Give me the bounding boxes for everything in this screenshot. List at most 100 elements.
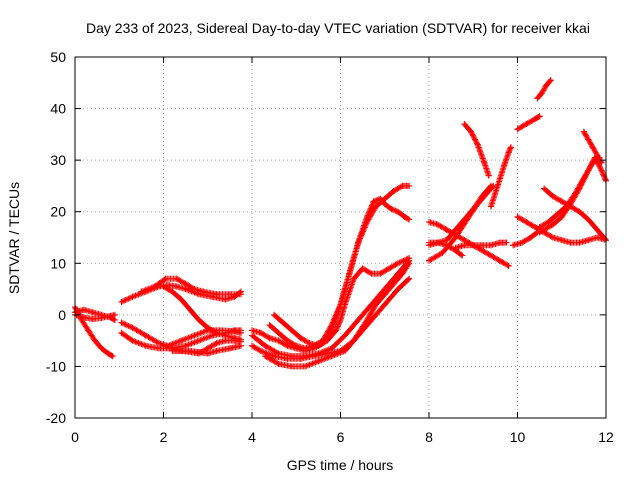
data-point [479,242,486,249]
data-point [439,249,446,256]
data-point [328,345,335,352]
data-point [536,229,543,236]
data-point [507,144,514,151]
data-point [262,342,269,349]
data-point [271,311,278,318]
data-point [111,311,118,318]
series-track-04 [118,281,244,305]
data-point [173,283,180,290]
data-point [315,342,322,349]
data-point [288,363,295,370]
series-trace [461,121,492,179]
x-tick-label: 8 [425,429,433,445]
data-point [160,342,167,349]
data-point [191,286,198,293]
data-point [487,252,494,259]
data-point [284,337,291,344]
data-point [98,345,105,352]
data-point [118,319,125,326]
y-tick-label: 50 [50,49,66,65]
chart-title: Day 233 of 2023, Sidereal Day-to-day VTE… [86,20,590,36]
data-point [527,234,534,241]
data-point [85,327,92,334]
data-point [187,306,194,313]
data-point [589,159,596,166]
data-point [496,257,503,264]
series-track-23 [452,239,510,251]
data-point [275,350,282,357]
data-point [297,335,304,342]
y-tick-label: -10 [46,358,66,374]
data-point [594,226,601,233]
data-point [231,337,238,344]
data-point [262,353,269,360]
data-point [213,347,220,354]
data-point [505,262,512,269]
data-point [510,242,517,249]
data-point [536,224,543,231]
data-point [107,312,114,319]
data-point [109,353,116,360]
data-point [195,348,202,355]
data-point [452,234,459,241]
axis-ticks: 0 2 4 6 8 10 12 -20 -10 0 10 20 30 40 50 [46,49,614,445]
data-point [479,193,486,200]
data-point [370,198,377,205]
data-point [191,332,198,339]
data-point [129,324,136,331]
data-point [523,219,530,226]
data-point [381,286,388,293]
data-point [328,322,335,329]
data-point [368,270,375,277]
data-point [359,265,366,272]
data-point [142,342,149,349]
data-point [237,327,244,334]
data-point [275,360,282,367]
data-point [182,280,189,287]
data-point [98,314,105,321]
data-point [487,242,494,249]
data-point [594,234,601,241]
data-point [518,239,525,246]
data-point [386,265,393,272]
data-point [279,319,286,326]
data-point [164,281,171,288]
data-point [173,275,180,282]
data-point [536,113,543,120]
data-point [505,149,512,156]
data-point [341,347,348,354]
data-point [567,203,574,210]
data-point [381,195,388,202]
data-point [182,342,189,349]
data-point [288,327,295,334]
data-point [129,293,136,300]
series-track-30 [541,185,609,244]
data-point [585,237,592,244]
data-point [452,244,459,251]
data-point [195,337,202,344]
data-point [426,257,432,264]
data-point [390,188,397,195]
data-point [89,309,96,316]
data-point [538,90,545,97]
data-point [204,324,211,331]
data-point [461,237,468,244]
data-point [576,208,583,215]
data-point [169,347,176,354]
data-point [485,172,492,179]
data-point [541,185,548,192]
data-point [554,211,561,218]
data-point [226,291,233,298]
data-point [350,275,357,282]
series-track-07 [138,275,244,298]
data-point [80,314,87,321]
data-point [118,298,125,305]
data-point [368,317,375,324]
data-point [452,226,459,233]
series-trace [487,144,514,210]
data-point [288,353,295,360]
x-tick-label: 4 [248,429,256,445]
data-point [503,239,510,246]
data-points [72,77,609,370]
data-point [395,208,402,215]
